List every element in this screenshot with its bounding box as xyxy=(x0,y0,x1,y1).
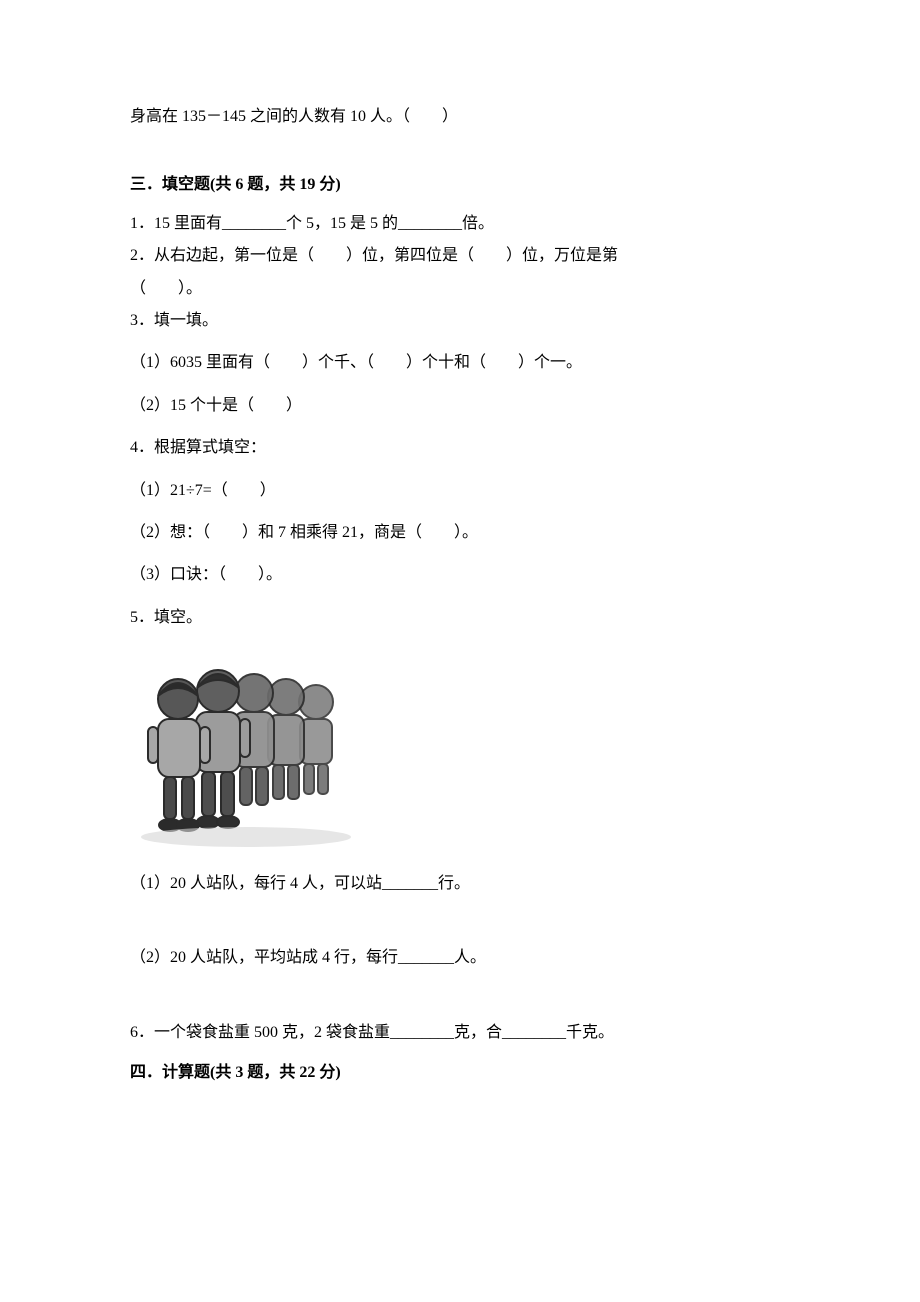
section-4-title: 四．计算题(共 3 题，共 22 分) xyxy=(130,1058,800,1088)
section-3-title: 三．填空题(共 6 题，共 19 分) xyxy=(130,170,800,200)
q3-5-head: 5．填空。 xyxy=(130,603,800,633)
q3-5-sub2: （2）20 人站队，平均站成 4 行，每行_______人。 xyxy=(130,943,800,973)
q3-3-sub2: （2）15 个十是（ ） xyxy=(130,391,800,421)
q3-2-line1: 2．从右边起，第一位是（ ）位，第四位是（ ）位，万位是第 xyxy=(130,241,800,271)
q3-3-head: 3．填一填。 xyxy=(130,306,800,336)
q3-2-line2: （ ）。 xyxy=(130,274,800,304)
q3-4-head: 4．根据算式填空： xyxy=(130,433,800,463)
q3-5-sub1: （1）20 人站队，每行 4 人，可以站_______行。 xyxy=(130,869,800,899)
q3-4-sub2: （2）想：（ ）和 7 相乘得 21，商是（ ）。 xyxy=(130,518,800,548)
statement-height-range: 身高在 135－145 之间的人数有 10 人。（ ） xyxy=(130,102,800,132)
q3-4-sub1: （1）21÷7=（ ） xyxy=(130,476,800,506)
q3-1: 1．15 里面有________个 5，15 是 5 的________倍。 xyxy=(130,209,800,239)
q3-6: 6．一个袋食盐重 500 克，2 袋食盐重________克，合________… xyxy=(130,1018,800,1048)
children-queue-illustration xyxy=(136,647,396,857)
q3-4-sub3: （3）口诀：（ ）。 xyxy=(130,560,800,590)
q3-3-sub1: （1）6035 里面有（ ）个千、（ ）个十和（ ）个一。 xyxy=(130,348,800,378)
